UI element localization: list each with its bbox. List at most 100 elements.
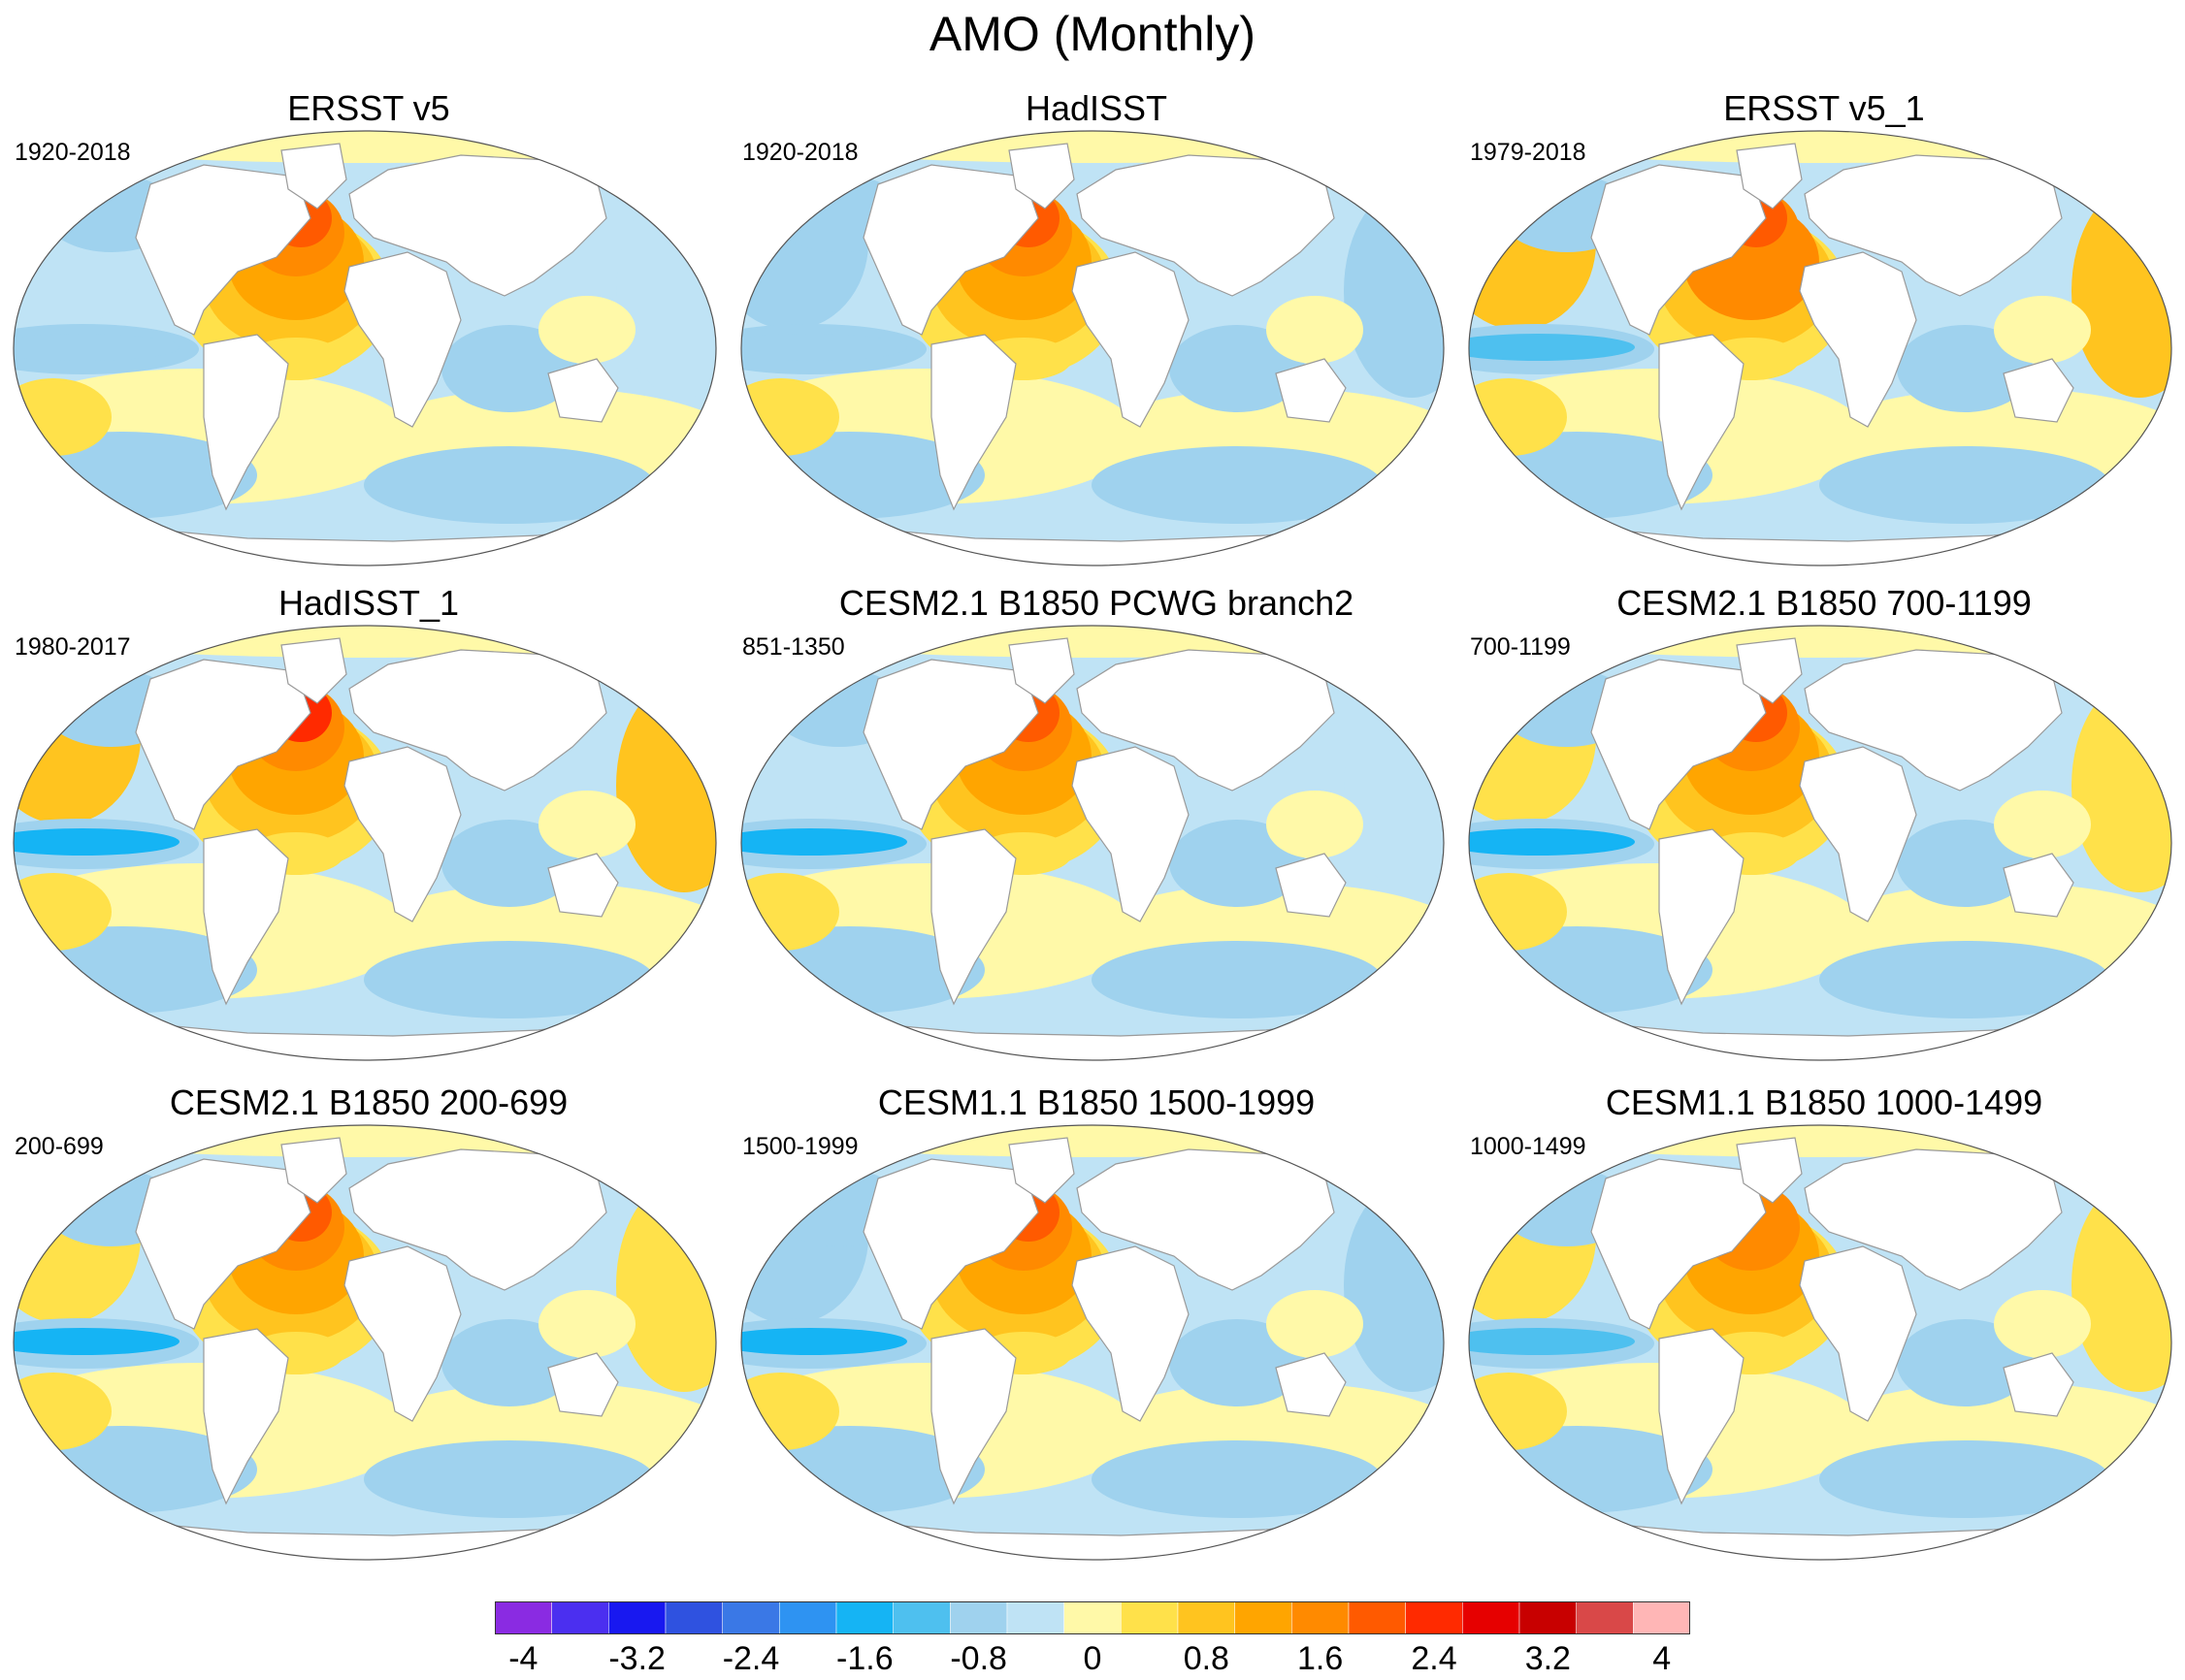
colorbar-swatch — [495, 1601, 552, 1635]
land-mass — [1275, 1352, 1347, 1417]
panel-period: 200-699 — [15, 1133, 104, 1160]
land-mass — [1076, 154, 1335, 297]
land-mass — [863, 164, 1039, 336]
anomaly-region — [1994, 791, 2091, 858]
land-mass — [1076, 649, 1335, 792]
colorbar — [495, 1601, 1690, 1635]
colorbar-swatch — [1348, 1601, 1406, 1635]
anomaly-region — [538, 1290, 636, 1358]
map-panel: CESM1.1 B1850 1500-1999 1500-1999 — [733, 1082, 1460, 1567]
map-border — [740, 130, 1445, 566]
anomaly-region — [1092, 446, 1383, 524]
land-mass — [547, 853, 619, 918]
map-panel: ERSST v5 1920-2018 — [5, 87, 733, 572]
colorbar-swatch — [1633, 1601, 1690, 1635]
land-mass — [1008, 1137, 1075, 1204]
anomaly-region — [741, 334, 907, 361]
anomaly-region — [2071, 184, 2171, 398]
panel-period: 700-1199 — [1470, 633, 1571, 661]
colorbar-swatch — [1462, 1601, 1520, 1635]
panel-period: 1979-2018 — [1470, 139, 1586, 166]
anomaly-region — [364, 941, 655, 1018]
anomaly-region — [1266, 296, 1363, 364]
land-mass — [1275, 853, 1347, 918]
land-mass — [1275, 358, 1347, 423]
map-border — [1468, 130, 2172, 566]
land-mass — [203, 334, 289, 511]
land-mass — [280, 143, 347, 210]
map-panel: ERSST v5_1 1979-2018 — [1460, 87, 2185, 572]
land-mass — [863, 1158, 1039, 1330]
land-mass — [1008, 143, 1075, 210]
map-border — [1468, 1124, 2172, 1561]
world-map-robinson — [13, 625, 717, 1061]
anomaly-region — [1344, 1179, 1444, 1392]
land-mass — [547, 1352, 619, 1417]
land-mass — [1008, 637, 1075, 704]
anomaly-region — [364, 446, 655, 524]
world-map-robinson — [13, 130, 717, 566]
anomaly-region — [1897, 1319, 2033, 1406]
colorbar-swatch — [551, 1601, 609, 1635]
anomaly-region — [1897, 820, 2033, 907]
world-map-robinson — [13, 1124, 717, 1561]
land-mass — [2003, 853, 2074, 918]
anomaly-region — [1819, 446, 2110, 524]
colorbar-swatch — [665, 1601, 723, 1635]
colorbar-swatch — [893, 1601, 951, 1635]
land-mass — [343, 746, 462, 922]
anomaly-region — [1819, 1440, 2110, 1518]
land-mass — [348, 649, 607, 792]
anomaly-region — [441, 1319, 577, 1406]
land-mass — [348, 1148, 607, 1291]
anomaly-region — [1169, 325, 1305, 412]
map-panel: CESM1.1 B1850 1000-1499 1000-1499 — [1460, 1082, 2185, 1567]
land-mass — [1799, 1245, 1917, 1422]
anomaly-region — [14, 334, 179, 361]
land-mass — [203, 1328, 289, 1505]
world-map-robinson — [1468, 130, 2172, 566]
world-map-robinson — [740, 1124, 1445, 1561]
land-mass — [547, 358, 619, 423]
colorbar-swatch — [1576, 1601, 1634, 1635]
anomaly-region — [616, 679, 716, 892]
panel-period: 1920-2018 — [15, 139, 131, 166]
land-mass — [1658, 334, 1745, 511]
anomaly-region — [1092, 941, 1383, 1018]
land-mass — [343, 251, 462, 428]
anomaly-region — [1994, 296, 2091, 364]
map-panel: HadISST_1 1980-2017 — [5, 582, 733, 1067]
panel-title: CESM1.1 B1850 1000-1499 — [1605, 1082, 2043, 1122]
land-mass — [1658, 828, 1745, 1006]
anomaly-region — [441, 820, 577, 907]
anomaly-region — [1169, 820, 1305, 907]
land-mass — [1736, 1137, 1803, 1204]
land-mass — [135, 1158, 311, 1330]
anomaly-region — [1169, 1319, 1305, 1406]
land-mass — [1799, 746, 1917, 922]
anomaly-region — [1471, 626, 2169, 658]
anomaly-region — [1994, 1290, 2091, 1358]
anomaly-region — [14, 828, 179, 856]
colorbar-swatch — [1121, 1601, 1179, 1635]
land-mass — [2003, 358, 2074, 423]
world-map-robinson — [1468, 1124, 2172, 1561]
colorbar-swatch — [722, 1601, 780, 1635]
map-border — [13, 625, 717, 1061]
anomaly-region — [1092, 1440, 1383, 1518]
anomaly-region — [1266, 1290, 1363, 1358]
anomaly-region — [1819, 941, 2110, 1018]
colorbar-swatch — [1177, 1601, 1235, 1635]
anomaly-region — [1344, 184, 1444, 398]
anomaly-region — [741, 828, 907, 856]
anomaly-region — [441, 325, 577, 412]
anomaly-region — [743, 626, 1442, 658]
panel-title: CESM2.1 B1850 700-1199 — [1616, 583, 2032, 623]
anomaly-region — [1897, 325, 2033, 412]
anomaly-region — [616, 1179, 716, 1392]
anomaly-region — [16, 1125, 714, 1157]
anomaly-region — [1469, 334, 1635, 361]
anomaly-region — [741, 1328, 907, 1355]
colorbar-swatch — [1006, 1601, 1064, 1635]
map-border — [13, 1124, 717, 1561]
